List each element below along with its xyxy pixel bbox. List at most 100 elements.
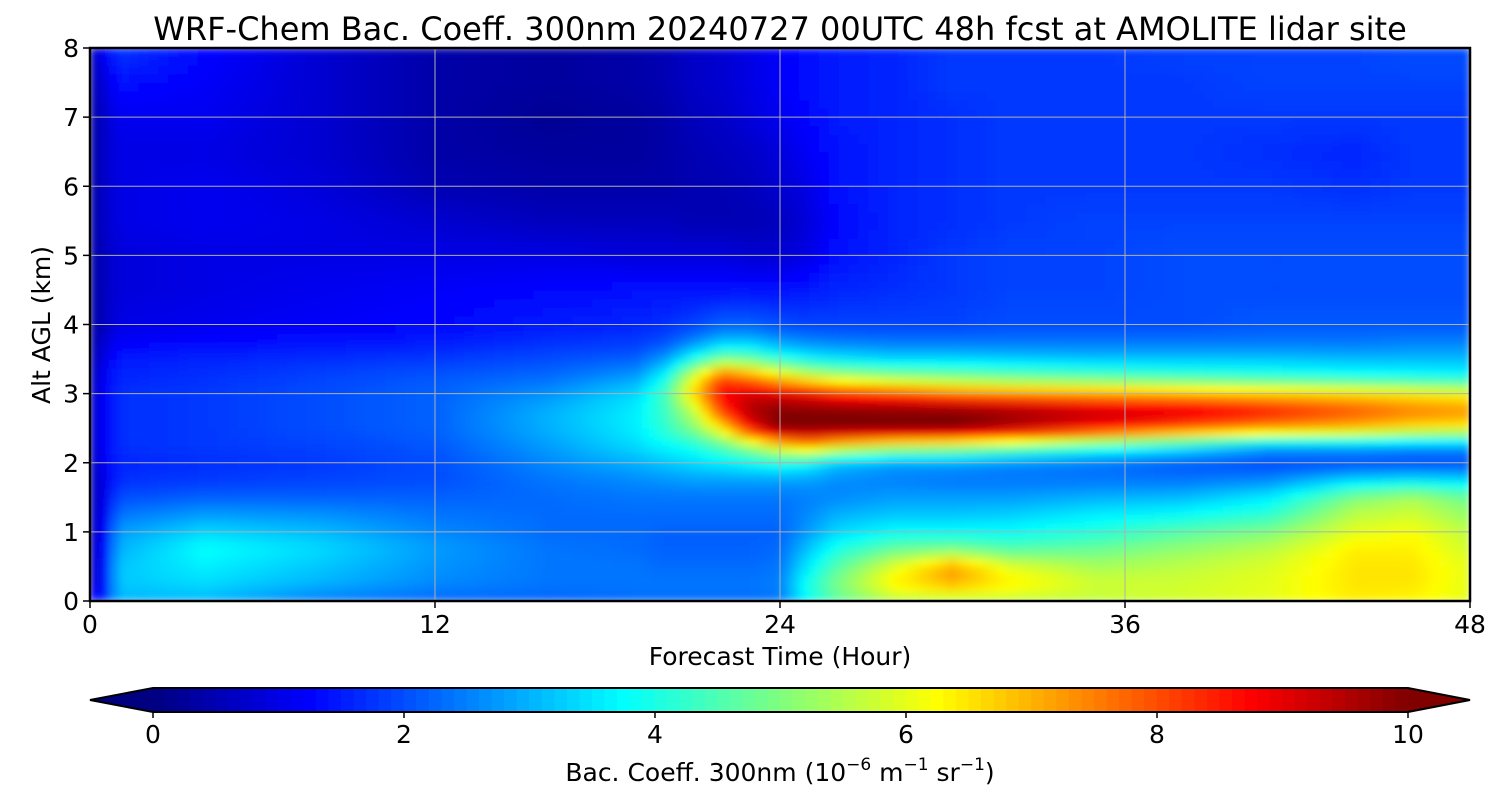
heatmap-cell [217,470,229,481]
heatmap-cell [671,384,682,395]
heatmap-cell [168,384,180,395]
heatmap-cell [1439,315,1451,325]
heatmap-cell [434,470,446,481]
heatmap-cell [90,548,101,559]
heatmap-cell [454,462,466,472]
heatmap-cell [927,479,939,490]
heatmap-cell [1134,427,1146,438]
heatmap-cell [661,514,673,524]
heatmap-cell [759,531,771,542]
heatmap-cell [838,419,850,429]
heatmap-cell [868,565,880,576]
heatmap-cell [217,306,229,317]
heatmap-cell [789,531,801,542]
heatmap-cell [631,306,643,317]
heatmap-cell [316,470,328,481]
heatmap-cell [740,496,751,507]
heatmap-cell [109,470,121,481]
heatmap-cell [365,306,377,317]
heatmap-cell [99,306,111,317]
heatmap-cell [671,565,682,576]
heatmap-cell [375,591,387,601]
heatmap-cell [454,436,466,446]
heatmap-cell [434,427,446,438]
heatmap-cell [740,574,751,585]
heatmap-cell [483,514,495,524]
heatmap-cell [473,289,485,300]
heatmap-cell [404,522,416,533]
heatmap-cell [621,298,633,308]
heatmap-cell [454,367,466,377]
heatmap-cell [503,583,515,593]
heatmap-cell [395,470,406,481]
heatmap-cell [1252,565,1264,576]
heatmap-cell [296,540,308,550]
heatmap-cell [779,470,791,481]
heatmap-cell [1094,384,1106,395]
heatmap-cell [631,514,643,524]
heatmap-cell [690,591,702,601]
heatmap-cell [1035,401,1047,412]
heatmap-cell [365,315,377,325]
heatmap-cell [730,289,742,300]
heatmap-cell [1449,367,1461,377]
heatmap-cell [158,367,170,377]
heatmap-cell [818,540,830,550]
heatmap-cell [759,419,771,429]
heatmap-cell [99,470,111,481]
heatmap-cell [1351,341,1363,351]
heatmap-cell [464,531,475,542]
heatmap-cell [237,384,249,395]
heatmap-cell [542,436,554,446]
heatmap-cell [90,488,101,498]
heatmap-cell [759,393,771,403]
heatmap-cell [720,436,732,446]
heatmap-cell [641,298,653,308]
heatmap-cell [838,324,850,334]
heatmap-cell [316,315,328,325]
heatmap-cell [1183,315,1195,325]
heatmap-cell [345,565,357,576]
heatmap-cell [473,583,485,593]
heatmap-cell [1439,367,1451,377]
heatmap-cell [1420,298,1432,308]
heatmap-cell [897,410,909,421]
heatmap-cell [779,375,791,386]
heatmap-cell [730,419,742,429]
heatmap-cell [1341,324,1353,334]
heatmap-cell [631,505,643,516]
heatmap-cell [1439,522,1451,533]
heatmap-cell [868,419,880,429]
heatmap-cell [217,531,229,542]
heatmap-cell [1420,349,1432,360]
heatmap-cell [878,548,889,559]
heatmap-cell [897,393,909,403]
heatmap-cell [562,522,574,533]
heatmap-cell [119,565,130,576]
heatmap-cell [552,462,564,472]
heatmap-cell [513,514,525,524]
heatmap-cell [306,289,318,300]
heatmap-cell [621,289,633,300]
heatmap-cell [1203,367,1215,377]
heatmap-cell [1351,315,1363,325]
heatmap-cell [651,462,663,472]
heatmap-cell [404,384,416,395]
heatmap-cell [1459,401,1470,412]
heatmap-cell [542,574,554,585]
heatmap-cell [582,462,594,472]
heatmap-cell [523,514,535,524]
heatmap-cell [444,306,456,317]
heatmap-cell [1390,393,1402,403]
heatmap-cell [1006,384,1018,395]
heatmap-cell [1252,462,1264,472]
heatmap-cell [464,462,475,472]
heatmap-cell [483,522,495,533]
heatmap-cell [404,341,416,351]
heatmap-cell [207,427,219,438]
heatmap-cell [641,332,653,343]
heatmap-cell [818,358,830,369]
heatmap-cell [1035,375,1047,386]
heatmap-cell [306,565,318,576]
heatmap-cell [631,384,643,395]
